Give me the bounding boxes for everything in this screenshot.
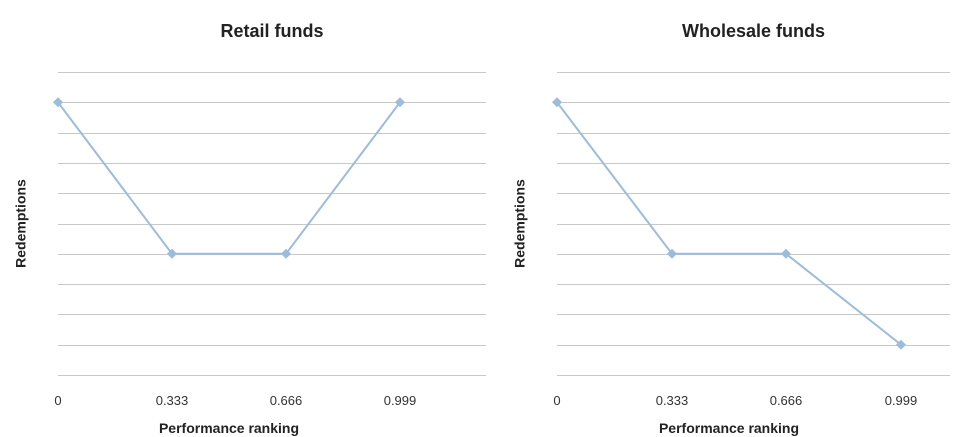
series (552, 97, 906, 350)
data-point-diamond (53, 97, 63, 108)
data-point-diamond (896, 339, 906, 350)
x-tick-labels: 0 0.333 0.666 0.999 (54, 393, 416, 408)
x-axis-label: Performance ranking (159, 420, 299, 436)
chart-panel-retail: Retail funds Redemptions Performance ran… (13, 21, 486, 436)
series-line (556, 101, 902, 346)
x-tick-label: 0 (553, 393, 560, 408)
series-line (57, 101, 401, 255)
gridlines (557, 72, 950, 376)
data-point-diamond (281, 248, 291, 259)
x-tick-label: 0.333 (156, 393, 189, 408)
x-tick-label: 0.999 (384, 393, 417, 408)
y-axis-label: Redemptions (512, 179, 528, 268)
data-point-diamond (781, 248, 791, 259)
x-tick-label: 0.666 (770, 393, 803, 408)
data-point-diamond (667, 248, 677, 259)
data-point-diamond (395, 97, 405, 108)
data-point-diamond (552, 97, 562, 108)
data-point-diamond (167, 248, 177, 259)
x-tick-label: 0.666 (270, 393, 303, 408)
y-axis-label: Redemptions (13, 179, 29, 268)
x-axis-label: Performance ranking (659, 420, 799, 436)
chart-panel-wholesale: Wholesale funds Redemptions Performance … (512, 21, 950, 436)
x-tick-labels: 0 0.333 0.666 0.999 (553, 393, 917, 408)
x-tick-label: 0.333 (656, 393, 689, 408)
chart-title: Retail funds (220, 21, 323, 41)
chart-title: Wholesale funds (682, 21, 825, 41)
x-tick-label: 0.999 (885, 393, 918, 408)
x-tick-label: 0 (54, 393, 61, 408)
gridlines (58, 72, 486, 376)
series (53, 97, 405, 259)
